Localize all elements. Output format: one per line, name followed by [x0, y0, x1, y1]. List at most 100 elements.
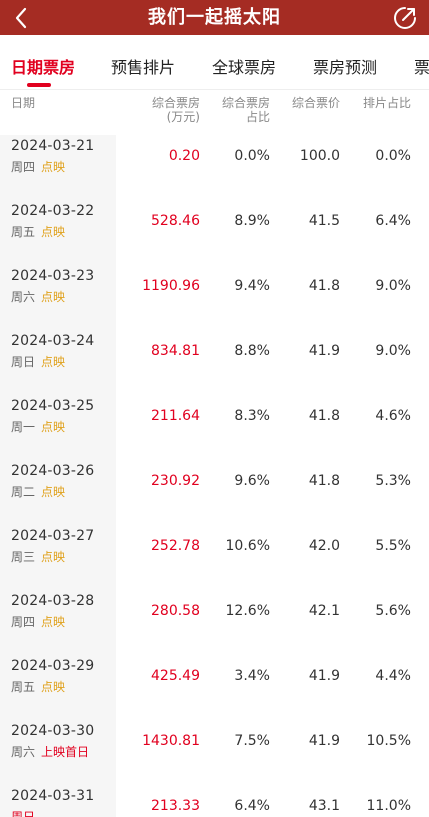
row-date: 2024-03-23: [11, 268, 95, 284]
row-price: 42.1: [308, 603, 340, 619]
back-button[interactable]: [8, 4, 36, 32]
row-weekday: 周日: [11, 355, 36, 369]
row-schedule: 9.0%: [375, 278, 411, 294]
row-date: 2024-03-22: [11, 203, 95, 219]
row-weekday: 周四: [11, 160, 36, 174]
row-sub: 周六 上映首日: [11, 743, 89, 760]
col-share-line2: 占比: [245, 110, 270, 124]
row-date: 2024-03-31: [11, 788, 95, 804]
col-price: 综合票价: [291, 96, 340, 110]
row-date: 2024-03-25: [11, 398, 95, 414]
row-box-office: 834.81: [151, 343, 200, 359]
row-date: 2024-03-30: [11, 723, 95, 739]
row-price: 41.9: [308, 733, 340, 749]
row-price: 41.8: [308, 278, 340, 294]
row-schedule: 0.0%: [375, 148, 411, 164]
row-weekday: 周二: [11, 485, 36, 499]
table-header: 日期 综合票房 (万元) 综合票房 占比 综合票价 排片占比: [0, 90, 429, 135]
row-schedule: 5.3%: [375, 473, 411, 489]
row-share: 8.9%: [234, 213, 270, 229]
table-row[interactable]: 2024-03-31 周日 213.33 6.4% 43.1 11.0%: [0, 780, 429, 817]
tab-more[interactable]: 票: [414, 58, 429, 77]
row-schedule: 10.5%: [366, 733, 411, 749]
table-row[interactable]: 2024-03-24 周日 点映 834.81 8.8% 41.9 9.0%: [0, 325, 429, 390]
row-sub: 周二 点映: [11, 483, 65, 500]
table-row[interactable]: 2024-03-30 周六 上映首日 1430.81 7.5% 41.9 10.5…: [0, 715, 429, 780]
row-schedule: 4.4%: [375, 668, 411, 684]
row-sub: 周四 点映: [11, 613, 65, 630]
row-share: 9.6%: [234, 473, 270, 489]
row-weekday: 周四: [11, 615, 36, 629]
row-status: 点映: [41, 680, 66, 694]
row-share: 0.0%: [234, 148, 270, 164]
row-status: 点映: [41, 160, 66, 174]
page-title: 我们一起摇太阳: [148, 7, 281, 28]
row-weekday: 周日: [11, 810, 36, 817]
chevron-left-icon: [15, 7, 27, 29]
row-weekday: 周五: [11, 680, 36, 694]
row-box-office: 1190.96: [142, 278, 200, 294]
row-date: 2024-03-28: [11, 593, 95, 609]
row-box-office: 425.49: [151, 668, 200, 684]
row-share: 9.4%: [234, 278, 270, 294]
table-row[interactable]: 2024-03-28 周四 点映 280.58 12.6% 42.1 5.6%: [0, 585, 429, 650]
tab-date-box-office[interactable]: 日期票房: [11, 58, 76, 77]
row-schedule: 5.5%: [375, 538, 411, 554]
row-box-office: 252.78: [151, 538, 200, 554]
row-sub: 周一 点映: [11, 418, 65, 435]
row-status: 点映: [41, 420, 66, 434]
table-row[interactable]: 2024-03-22 周五 点映 528.46 8.9% 41.5 6.4%: [0, 195, 429, 260]
col-date: 日期: [11, 96, 36, 110]
row-status: 点映: [41, 615, 66, 629]
date-column-bg: [0, 135, 116, 817]
table-row[interactable]: 2024-03-25 周一 点映 211.64 8.3% 41.8 4.6%: [0, 390, 429, 455]
row-box-office: 211.64: [151, 408, 200, 424]
row-share: 10.6%: [225, 538, 270, 554]
app-header: 我们一起摇太阳: [0, 0, 429, 35]
table-row[interactable]: 2024-03-29 周五 点映 425.49 3.4% 41.9 4.4%: [0, 650, 429, 715]
col-box-office-line1: 综合票房: [151, 96, 200, 110]
row-sub: 周五 点映: [11, 223, 65, 240]
tab-bar: 日期票房 预售排片 全球票房 票房预测 票: [0, 35, 429, 90]
row-share: 8.8%: [234, 343, 270, 359]
row-price: 41.9: [308, 668, 340, 684]
tab-presale-schedule[interactable]: 预售排片: [111, 58, 176, 77]
row-schedule: 6.4%: [375, 213, 411, 229]
tab-box-office-forecast[interactable]: 票房预测: [313, 58, 378, 77]
share-button[interactable]: [391, 4, 419, 32]
row-box-office: 213.33: [151, 798, 200, 814]
row-schedule: 9.0%: [375, 343, 411, 359]
row-sub: 周五 点映: [11, 678, 65, 695]
table-row[interactable]: 2024-03-26 周二 点映 230.92 9.6% 41.8 5.3%: [0, 455, 429, 520]
table-row[interactable]: 2024-03-27 周三 点映 252.78 10.6% 42.0 5.5%: [0, 520, 429, 585]
row-date: 2024-03-24: [11, 333, 95, 349]
row-status: 点映: [41, 550, 66, 564]
row-box-office: 0.20: [168, 148, 200, 164]
share-icon: [394, 7, 416, 29]
row-box-office: 280.58: [151, 603, 200, 619]
row-price: 43.1: [308, 798, 340, 814]
row-price: 41.5: [308, 213, 340, 229]
row-schedule: 5.6%: [375, 603, 411, 619]
active-tab-indicator: [27, 83, 51, 87]
row-share: 7.5%: [234, 733, 270, 749]
row-price: 41.8: [308, 408, 340, 424]
row-sub: 周四 点映: [11, 158, 65, 175]
row-sub: 周六 点映: [11, 288, 65, 305]
col-box-office: 综合票房 (万元): [152, 96, 200, 124]
row-status: 上映首日: [41, 745, 90, 759]
row-status: 点映: [41, 290, 66, 304]
table-row[interactable]: 2024-03-23 周六 点映 1190.96 9.4% 41.8 9.0%: [0, 260, 429, 325]
row-share: 12.6%: [225, 603, 270, 619]
row-sub: 周日: [11, 808, 41, 817]
row-share: 8.3%: [234, 408, 270, 424]
row-weekday: 周五: [11, 225, 36, 239]
row-price: 41.9: [308, 343, 340, 359]
row-box-office: 528.46: [151, 213, 200, 229]
row-status: 点映: [41, 485, 66, 499]
row-date: 2024-03-26: [11, 463, 95, 479]
col-schedule: 排片占比: [362, 96, 411, 110]
tab-global-box-office[interactable]: 全球票房: [212, 58, 277, 77]
row-box-office: 230.92: [151, 473, 200, 489]
table-row[interactable]: 2024-03-21 周四 点映 0.20 0.0% 100.0 0.0%: [0, 130, 429, 195]
